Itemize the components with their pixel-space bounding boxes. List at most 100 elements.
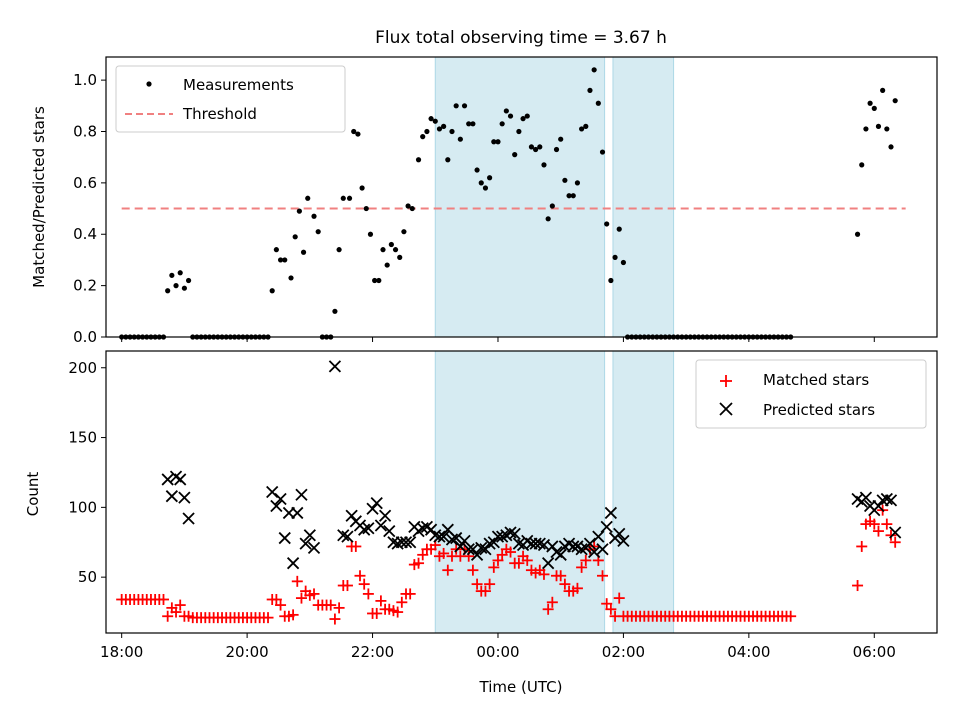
ratio-legend: Measurements Threshold bbox=[115, 65, 346, 133]
count-x-ticks: 18:00 20:00 22:00 00:00 02:00 04:00 06:00 bbox=[100, 633, 896, 661]
predicted-stars-point bbox=[437, 530, 450, 543]
matched-stars-point bbox=[542, 603, 554, 615]
matched-stars-point bbox=[404, 588, 416, 600]
predicted-stars-point bbox=[504, 526, 517, 539]
measurements-point bbox=[332, 308, 338, 314]
measurements-point bbox=[376, 277, 382, 284]
matched-stars-point bbox=[341, 580, 353, 592]
predicted-stars-point bbox=[487, 536, 500, 549]
measurements-point bbox=[292, 234, 298, 240]
predicted-stars-point bbox=[596, 543, 609, 556]
predicted-stars-point bbox=[358, 523, 371, 536]
matched-stars-point bbox=[492, 554, 504, 566]
measurements-point bbox=[487, 175, 493, 181]
measurements-point bbox=[854, 231, 861, 237]
predicted-stars-point bbox=[274, 492, 287, 506]
predicted-stars-point bbox=[533, 537, 546, 550]
predicted-stars-point bbox=[174, 473, 187, 486]
count-plot-frame bbox=[105, 350, 938, 634]
measurements-point bbox=[528, 144, 535, 150]
measurements-point bbox=[388, 241, 394, 248]
predicted-stars-point bbox=[299, 537, 312, 550]
measurements-point bbox=[311, 213, 317, 219]
predicted-stars-point bbox=[575, 543, 588, 556]
matched-stars-point bbox=[291, 575, 303, 587]
y-tick-label: 150 bbox=[68, 429, 97, 447]
matched-stars-point bbox=[513, 557, 525, 569]
matched-stars-point bbox=[488, 561, 500, 573]
matched-stars-point bbox=[546, 596, 558, 608]
predicted-stars-point bbox=[600, 520, 613, 534]
predicted-stars-point bbox=[303, 529, 316, 542]
measurements-point bbox=[300, 249, 307, 255]
measurements-point bbox=[457, 136, 463, 142]
measurements-point bbox=[562, 177, 568, 183]
measurements-point bbox=[173, 283, 179, 289]
measurements-point bbox=[449, 128, 455, 135]
measurements-point bbox=[336, 247, 342, 253]
matched-stars-point bbox=[856, 540, 868, 552]
matched-stars-point bbox=[571, 582, 583, 594]
y-tick-label: 200 bbox=[68, 359, 97, 377]
y-tick-label: 0.2 bbox=[73, 277, 97, 295]
predicted-stars-point bbox=[295, 488, 308, 501]
measurements-point bbox=[570, 193, 576, 199]
measurements-point bbox=[620, 259, 627, 266]
predicted-stars-point bbox=[554, 548, 567, 561]
predicted-stars-point bbox=[859, 491, 873, 504]
count-y-ticks: 50 100 150 200 bbox=[68, 359, 106, 586]
measurements-point bbox=[867, 100, 873, 106]
predicted-stars-point bbox=[374, 519, 388, 532]
matched-stars-point bbox=[275, 599, 287, 611]
measurements-point bbox=[608, 277, 614, 284]
measurements-point bbox=[461, 103, 468, 109]
matched-stars-point bbox=[889, 536, 901, 548]
measurements-point bbox=[604, 221, 610, 227]
matched-stars-point bbox=[559, 578, 571, 590]
measurements-point bbox=[277, 257, 284, 263]
measurements-point bbox=[269, 288, 275, 294]
matched-stars-point bbox=[467, 564, 479, 576]
measurements-point bbox=[579, 126, 585, 132]
measurements-point bbox=[346, 195, 353, 201]
legend-matched-label: Matched stars bbox=[763, 371, 869, 389]
measurements-point bbox=[553, 146, 560, 153]
measurements-point bbox=[372, 277, 378, 284]
measurements-point bbox=[181, 285, 187, 291]
matched-stars-point bbox=[881, 518, 893, 530]
measurements-point bbox=[466, 121, 472, 127]
matched-stars-point bbox=[417, 549, 429, 561]
count-legend-box bbox=[695, 359, 927, 429]
predicted-stars-point bbox=[337, 529, 350, 542]
measurements-point bbox=[441, 123, 447, 129]
predicted-stars-point bbox=[445, 533, 459, 546]
legend-measurements-marker bbox=[146, 81, 152, 87]
measurements-point bbox=[574, 180, 581, 186]
matched-stars-point bbox=[605, 603, 617, 615]
ratio-panel: 0.0 0.2 0.4 0.6 0.8 1.0 Flux total observing … bbox=[30, 28, 938, 346]
x-tick-label: 02:00 bbox=[602, 643, 645, 661]
measurements-point bbox=[340, 195, 346, 201]
ratio-plot-frame bbox=[105, 56, 938, 338]
measurements-point bbox=[612, 254, 618, 260]
matched-stars-point bbox=[505, 546, 517, 558]
measurements-point bbox=[558, 136, 564, 142]
x-tick-label: 20:00 bbox=[225, 643, 268, 661]
measurements-point bbox=[397, 254, 403, 260]
predicted-stars-point bbox=[362, 522, 375, 535]
x-tick-label: 06:00 bbox=[853, 643, 896, 661]
predicted-stars-point bbox=[470, 548, 484, 561]
matched-stars-point bbox=[413, 557, 425, 569]
measurements-point bbox=[875, 123, 882, 129]
measurements-point bbox=[380, 247, 386, 253]
legend-predicted-label: Predicted stars bbox=[763, 401, 875, 419]
matched-stars-point bbox=[580, 554, 592, 566]
y-tick-label: 0.8 bbox=[73, 122, 97, 140]
measurements-point bbox=[892, 98, 898, 104]
measurements-point bbox=[185, 277, 192, 284]
measurements-point bbox=[401, 229, 407, 235]
measurements-point bbox=[859, 162, 865, 168]
predicted-stars-point bbox=[433, 530, 446, 543]
shaded-interval-1 bbox=[434, 56, 606, 338]
measurements-point bbox=[499, 121, 505, 127]
